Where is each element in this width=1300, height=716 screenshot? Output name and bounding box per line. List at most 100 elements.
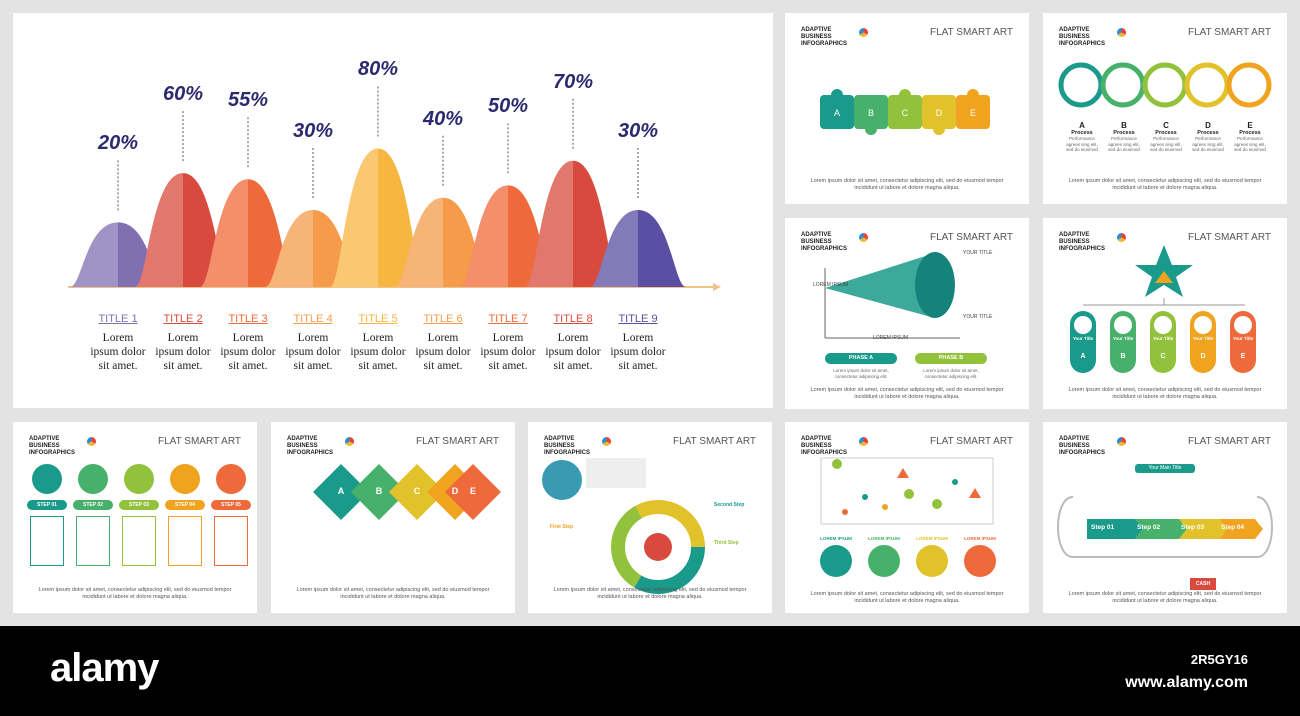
step-item-4: STEP 04	[165, 464, 205, 566]
logo-text: ADAPTIVE BUSINESS INFOGRAPHICS	[1059, 27, 1106, 47]
phase-b-text: Lorem ipsum dolor sit amet, consectetur …	[923, 368, 979, 379]
title-column-3: TITLE 3 Lorem ipsum dolor sit amet.	[218, 313, 278, 373]
cone-card: ADAPTIVE BUSINESS INFOGRAPHICS FLAT SMAR…	[785, 218, 1029, 409]
percent-label-1: 20%	[97, 132, 139, 155]
process-item-e: E Process Performance agrees sing elit, se…	[1234, 121, 1266, 152]
diamond-letter-a: A	[337, 486, 345, 496]
card-footer: Lorem ipsum dolor sit amet, consectetur …	[1068, 387, 1262, 400]
scatter-diagram	[820, 457, 994, 525]
column-description: Lorem ipsum dolor sit amet.	[415, 332, 471, 372]
column-description: Lorem ipsum dolor sit amet.	[350, 332, 406, 372]
logo-icon	[859, 233, 868, 242]
column-description: Lorem ipsum dolor sit amet.	[155, 332, 211, 372]
column-description: Lorem ipsum dolor sit amet.	[545, 332, 601, 372]
card-footer: Lorem ipsum dolor sit amet, consectetur …	[553, 587, 747, 600]
logo-icon	[859, 28, 868, 37]
star-item-e: Your Title E	[1232, 336, 1254, 360]
card-header: FLAT SMART ART	[930, 27, 1013, 38]
logo-icon	[87, 437, 96, 446]
card-footer: Lorem ipsum dolor sit amet, consectetur …	[38, 587, 232, 600]
arrow-step-4: Step 04	[1221, 524, 1245, 531]
card-footer: Lorem ipsum dolor sit amet, consectetur …	[810, 178, 1004, 191]
process-item-c: C Process Performance agrees sing elit, se…	[1150, 121, 1182, 152]
arrow-step-2: Step 02	[1137, 524, 1161, 531]
puzzle-letter-c: C	[902, 108, 909, 118]
alamy-logo: alamy	[50, 646, 159, 690]
column-title: TITLE 8	[553, 313, 593, 325]
card-footer: Lorem ipsum dolor sit amet, consectetur …	[810, 591, 1004, 604]
cone-title-2: YOUR TITLE	[963, 314, 993, 320]
percent-label-3: 55%	[227, 89, 269, 112]
bell-5	[330, 148, 426, 287]
phase-b-badge: PHASE B	[915, 353, 987, 364]
cash-icon: CASH	[1190, 578, 1216, 590]
person-1: LOREM IPSUM	[813, 536, 859, 577]
card-header: FLAT SMART ART	[158, 436, 241, 447]
column-title: TITLE 5	[358, 313, 398, 325]
steps-arrow-diagram	[1057, 496, 1273, 558]
logo-icon	[602, 437, 611, 446]
step-item-2: STEP 02	[73, 464, 113, 566]
step-item-3: STEP 03	[119, 464, 159, 566]
percent-label-6: 40%	[422, 107, 464, 130]
title-column-7: TITLE 7 Lorem ipsum dolor sit amet.	[478, 313, 538, 373]
first-step-label: First Step	[550, 524, 574, 530]
process-item-b: B Process Performance agrees sing elit, se…	[1108, 121, 1140, 152]
logo-text: ADAPTIVE BUSINESS INFOGRAPHICS	[29, 436, 76, 456]
card-header: FLAT SMART ART	[930, 436, 1013, 447]
card-header: FLAT SMART ART	[930, 232, 1013, 243]
column-title: TITLE 7	[488, 313, 528, 325]
puzzle-letter-d: D	[936, 108, 943, 118]
logo-text: ADAPTIVE BUSINESS INFOGRAPHICS	[801, 27, 848, 47]
percent-label-4: 30%	[292, 120, 334, 143]
star-item-b: Your Title B	[1112, 336, 1134, 360]
logo-text: ADAPTIVE BUSINESS INFOGRAPHICS	[287, 436, 334, 456]
puzzle-letter-e: E	[970, 108, 976, 118]
third-step-label: Third Step	[714, 540, 739, 546]
card-footer: Lorem ipsum dolor sit amet, consectetur …	[1068, 178, 1262, 191]
logo-text: ADAPTIVE BUSINESS INFOGRAPHICS	[801, 232, 848, 252]
card-header: FLAT SMART ART	[673, 436, 756, 447]
logo-icon	[1117, 437, 1126, 446]
card-header: FLAT SMART ART	[1188, 27, 1271, 38]
logo-icon	[859, 437, 868, 446]
arrow-step-3: Step 03	[1181, 524, 1205, 531]
column-description: Lorem ipsum dolor sit amet.	[480, 332, 536, 372]
percent-label-9: 30%	[617, 120, 659, 143]
title-column-1: TITLE 1 Lorem ipsum dolor sit amet.	[88, 313, 148, 373]
watermark-bar	[0, 626, 1300, 716]
percent-label-2: 60%	[162, 83, 204, 106]
diamonds-card: ADAPTIVE BUSINESS INFOGRAPHICS FLAT SMAR…	[271, 422, 515, 613]
process-item-d: D Process Performance agrees sing elit, se…	[1192, 121, 1224, 152]
cone-label: LOREM IPSUM	[813, 282, 849, 288]
bell-4	[265, 210, 361, 287]
diamond-letter-d: D	[451, 486, 459, 496]
card-header: FLAT SMART ART	[416, 436, 499, 447]
alamy-url: www.alamy.com	[1125, 674, 1248, 691]
cone-title-1: YOUR TITLE	[963, 250, 993, 256]
percent-label-8: 70%	[552, 70, 594, 93]
bell-6	[395, 197, 491, 287]
diamond-letter-b: B	[375, 486, 383, 496]
bell-3	[200, 179, 296, 287]
puzzle-letter-b: B	[868, 108, 874, 118]
card-header: FLAT SMART ART	[1188, 436, 1271, 447]
star-item-c: Your Title C	[1152, 336, 1174, 360]
puzzle-card: ADAPTIVE BUSINESS INFOGRAPHICS FLAT SMAR…	[785, 13, 1029, 204]
logo-text: ADAPTIVE BUSINESS INFOGRAPHICS	[801, 436, 848, 456]
phase-a-badge: PHASE A	[825, 353, 897, 364]
star-item-a: Your Title A	[1072, 336, 1094, 360]
bell-2	[135, 173, 231, 287]
logo-text: ADAPTIVE BUSINESS INFOGRAPHICS	[1059, 232, 1106, 252]
steps2-card: ADAPTIVE BUSINESS INFOGRAPHICS FLAT SMAR…	[1043, 422, 1287, 613]
title-column-4: TITLE 4 Lorem ipsum dolor sit amet.	[283, 313, 343, 373]
bell-8	[525, 160, 621, 287]
image-code: 2R5GY16	[1190, 652, 1248, 667]
phase-a-text: Lorem ipsum dolor sit amet, consectetur …	[833, 368, 889, 379]
bell-9	[590, 210, 686, 287]
steps-card: ADAPTIVE BUSINESS INFOGRAPHICS FLAT SMAR…	[13, 422, 257, 613]
bell-1	[70, 222, 166, 287]
card-footer: Lorem ipsum dolor sit amet, consectetur …	[1068, 591, 1262, 604]
star-item-d: Your Title D	[1192, 336, 1214, 360]
person-3: LOREM IPSUM	[909, 536, 955, 577]
